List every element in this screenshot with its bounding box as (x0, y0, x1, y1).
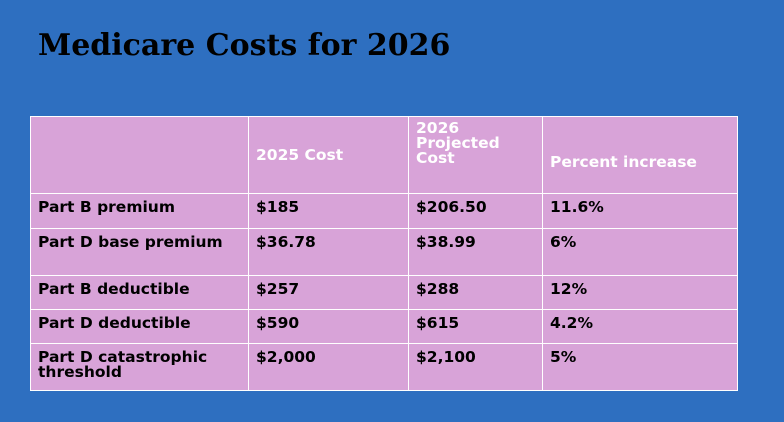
table-row: Part D deductible $590 $615 4.2% (30, 309, 738, 344)
cost-2025-cell: $590 (248, 309, 409, 344)
cost-2026-cell: $206.50 (408, 193, 543, 229)
cost-2025-cell: $257 (248, 275, 409, 310)
header-cell-empty (30, 116, 249, 194)
percent-increase-cell: 11.6% (542, 193, 738, 229)
row-label: Part D base premium (30, 228, 249, 276)
percent-increase-cell: 6% (542, 228, 738, 276)
row-label: Part D catastrophic threshold (30, 343, 249, 391)
percent-increase-cell: 4.2% (542, 309, 738, 344)
cost-2026-cell: $38.99 (408, 228, 543, 276)
row-label: Part B premium (30, 193, 249, 229)
percent-increase-cell: 5% (542, 343, 738, 391)
header-2025-cost: 2025 Cost (248, 116, 409, 194)
percent-increase-cell: 12% (542, 275, 738, 310)
row-label: Part D deductible (30, 309, 249, 344)
table-row: Part D base premium $36.78 $38.99 6% (30, 228, 738, 276)
medicare-cost-table: 2025 Cost 2026 Projected Cost Percent in… (30, 116, 738, 391)
table-row: Part B deductible $257 $288 12% (30, 275, 738, 310)
table-header-row: 2025 Cost 2026 Projected Cost Percent in… (30, 116, 738, 194)
cost-2026-cell: $615 (408, 309, 543, 344)
header-2026-projected-cost: 2026 Projected Cost (408, 116, 543, 194)
cost-2026-cell: $2,100 (408, 343, 543, 391)
table-row: Part D catastrophic threshold $2,000 $2,… (30, 343, 738, 391)
cost-2025-cell: $185 (248, 193, 409, 229)
cost-2026-cell: $288 (408, 275, 543, 310)
slide-title: Medicare Costs for 2026 (38, 28, 451, 63)
cost-2025-cell: $2,000 (248, 343, 409, 391)
header-percent-increase: Percent increase (542, 116, 738, 194)
cost-2025-cell: $36.78 (248, 228, 409, 276)
row-label: Part B deductible (30, 275, 249, 310)
table-row: Part B premium $185 $206.50 11.6% (30, 193, 738, 229)
